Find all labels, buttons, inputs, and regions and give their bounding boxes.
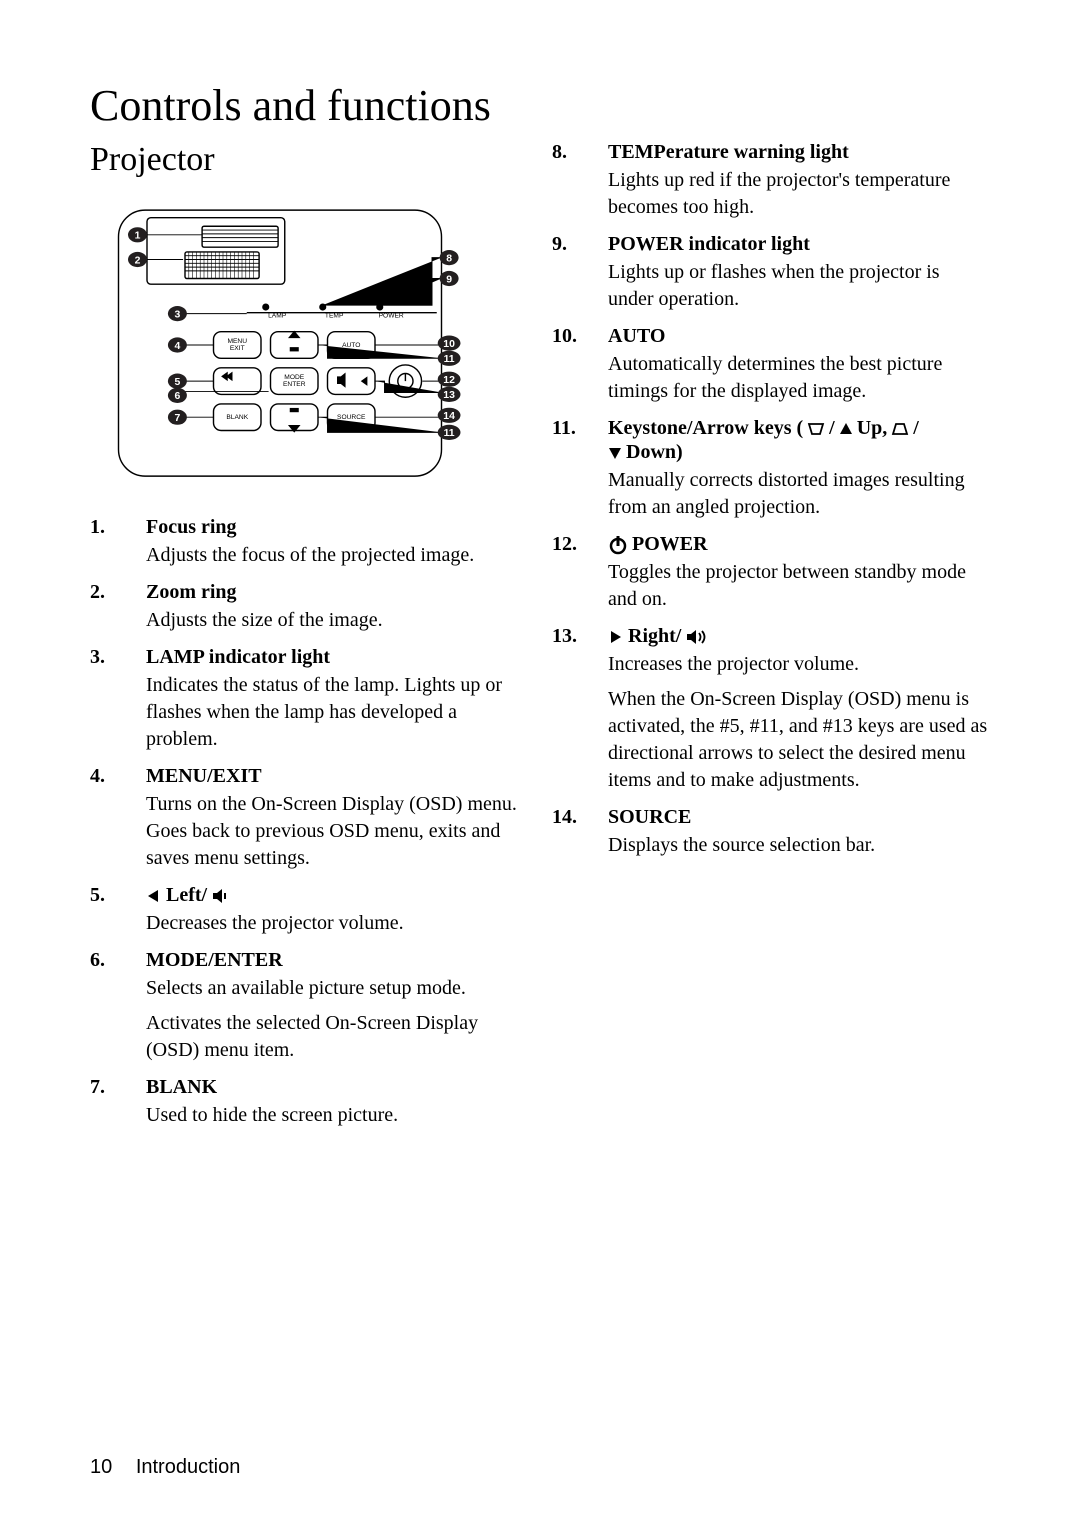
svg-text:13: 13	[443, 390, 455, 401]
list-item: 13. Right/ Increases the projector volum…	[552, 625, 990, 802]
callout-6: 6	[168, 388, 187, 403]
list-item: 8. TEMPerature warning light Lights up r…	[552, 141, 990, 229]
trapezoid-down-icon	[807, 422, 825, 436]
callout-2: 2	[128, 252, 147, 267]
callout-11a: 11	[438, 351, 461, 366]
svg-text:AUTO: AUTO	[342, 342, 360, 349]
callout-10: 10	[438, 336, 461, 351]
footer-section: Introduction	[136, 1456, 241, 1478]
callout-8: 8	[440, 250, 459, 265]
callout-13: 13	[438, 387, 461, 402]
list-item: 10. AUTO Automatically determines the be…	[552, 325, 990, 413]
triangle-left-icon	[146, 888, 162, 904]
callout-9: 9	[440, 271, 459, 286]
callout-5: 5	[168, 374, 187, 389]
callout-12: 12	[438, 372, 461, 387]
content-columns: Projector	[90, 141, 990, 1141]
list-item: 11. Keystone/Arrow keys ( / Up, / Down) …	[552, 417, 990, 529]
item-title: Focus ring	[146, 516, 528, 539]
list-item: 14. SOURCE Displays the source selection…	[552, 806, 990, 867]
svg-text:2: 2	[135, 255, 141, 266]
svg-text:LAMP: LAMP	[268, 312, 287, 319]
left-column: Projector	[90, 141, 528, 1141]
svg-text:9: 9	[446, 274, 452, 285]
svg-text:6: 6	[174, 391, 180, 402]
svg-text:TEMP: TEMP	[325, 312, 344, 319]
svg-text:12: 12	[443, 375, 455, 386]
callout-11b: 11	[438, 425, 461, 440]
page-number: 10	[90, 1456, 112, 1478]
list-item: 7. BLANK Used to hide the screen picture…	[90, 1076, 528, 1137]
triangle-up-icon	[839, 422, 853, 436]
section-title: Projector	[90, 141, 528, 179]
power-icon	[608, 535, 628, 555]
callout-14: 14	[438, 408, 461, 423]
left-items: 1. Focus ring Adjusts the focus of the p…	[90, 516, 528, 1137]
triangle-down-icon	[608, 446, 622, 460]
list-item: 1. Focus ring Adjusts the focus of the p…	[90, 516, 528, 577]
svg-text:7: 7	[174, 413, 180, 424]
keystone-title: Keystone/Arrow keys ( / Up, /	[608, 417, 990, 440]
svg-text:SOURCE: SOURCE	[337, 414, 366, 421]
svg-text:5: 5	[174, 377, 180, 388]
list-item: 6. MODE/ENTER Selects an available pictu…	[90, 949, 528, 1072]
svg-text:EXIT: EXIT	[230, 345, 245, 352]
list-item: 4. MENU/EXIT Turns on the On-Screen Disp…	[90, 765, 528, 880]
svg-text:1: 1	[135, 231, 141, 242]
svg-text:8: 8	[446, 253, 452, 264]
volume-down-icon	[211, 888, 231, 904]
volume-up-icon	[685, 629, 709, 645]
svg-text:ENTER: ENTER	[283, 381, 306, 388]
callout-1: 1	[128, 227, 147, 242]
callout-7: 7	[168, 410, 187, 425]
list-item: 3. LAMP indicator light Indicates the st…	[90, 646, 528, 761]
svg-text:4: 4	[174, 341, 180, 352]
svg-text:11: 11	[444, 428, 455, 439]
item-desc: Adjusts the focus of the projected image…	[146, 542, 528, 569]
list-item: 2. Zoom ring Adjusts the size of the ima…	[90, 581, 528, 642]
right-column: 8. TEMPerature warning light Lights up r…	[552, 141, 990, 1141]
projector-diagram: LAMP TEMP POWER MENUEXIT AUTO MODEENTER …	[90, 193, 470, 497]
trapezoid-up-icon	[891, 422, 909, 436]
svg-text:10: 10	[443, 339, 455, 350]
page-title: Controls and functions	[90, 80, 990, 131]
svg-text:POWER: POWER	[379, 312, 404, 319]
triangle-right-icon	[608, 629, 624, 645]
callout-4: 4	[168, 337, 187, 352]
callout-3: 3	[168, 306, 187, 321]
svg-text:14: 14	[443, 411, 455, 422]
list-item: 5. Left/ Decreases the projector volume.	[90, 884, 528, 945]
svg-text:BLANK: BLANK	[226, 414, 248, 421]
list-item: 9. POWER indicator light Lights up or fl…	[552, 233, 990, 321]
svg-text:3: 3	[174, 309, 180, 320]
svg-text:11: 11	[444, 354, 455, 365]
list-item: 12. POWER Toggles the projector between …	[552, 533, 990, 621]
page-footer: 10 Introduction	[90, 1456, 240, 1479]
